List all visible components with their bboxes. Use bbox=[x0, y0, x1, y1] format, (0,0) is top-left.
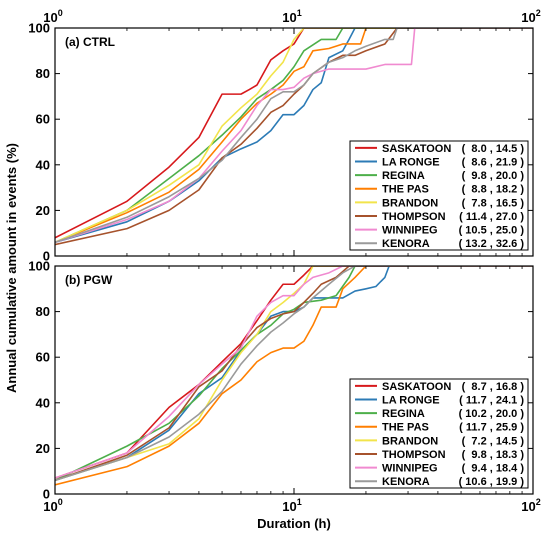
panel-pgw: 0 20 40 60 80 100 100 101 102 (b) PGW SASKATOON ( 8… bbox=[28, 259, 540, 515]
series-line-la-ronge bbox=[55, 28, 533, 244]
x-tick-label: 101 bbox=[282, 8, 301, 25]
legend-label: REGINA bbox=[382, 170, 425, 182]
legend-label: KENORA bbox=[382, 238, 430, 250]
panel-label: (a) CTRL bbox=[65, 35, 115, 49]
series-line-brandon bbox=[55, 28, 533, 244]
legend-stats: ( 8.7 , 16.8 ) bbox=[462, 381, 525, 393]
x-axis-title: Duration (h) bbox=[257, 516, 331, 531]
legend-stats: ( 8.8 , 18.2 ) bbox=[462, 184, 525, 196]
legend-label: THE PAS bbox=[382, 422, 429, 434]
y-tick-label: 80 bbox=[36, 66, 50, 81]
y-tick-label: 100 bbox=[28, 259, 50, 274]
series-line-saskatoon bbox=[55, 28, 533, 239]
series-line-kenora bbox=[55, 266, 533, 482]
series-line-thompson bbox=[55, 28, 533, 246]
legend-label: LA RONGE bbox=[382, 394, 440, 406]
x-tick-label: 100 bbox=[43, 497, 62, 514]
legend-label: WINNIPEG bbox=[382, 225, 438, 237]
legend-label: REGINA bbox=[382, 408, 425, 420]
legend-stats: ( 11.7 , 24.1 ) bbox=[459, 394, 524, 406]
x-tick-label: 100 bbox=[43, 8, 62, 25]
legend-box bbox=[349, 140, 529, 251]
legend-label: BRANDON bbox=[382, 435, 438, 447]
y-tick-label: 80 bbox=[36, 304, 50, 319]
legend-stats: ( 10.5 , 25.0 ) bbox=[459, 225, 525, 237]
series-line-winnipeg bbox=[55, 266, 533, 479]
series-lines bbox=[55, 266, 533, 486]
y-tick-label: 60 bbox=[36, 350, 50, 365]
legend-stats: ( 9.8 , 18.3 ) bbox=[462, 449, 525, 461]
series-lines bbox=[55, 28, 533, 246]
x-tick-label: 102 bbox=[521, 8, 540, 25]
legend-label: SASKATOON bbox=[382, 381, 451, 393]
series-line-kenora bbox=[55, 28, 533, 244]
series-line-saskatoon bbox=[55, 266, 533, 479]
y-tick-label: 20 bbox=[36, 441, 50, 456]
legend-stats: ( 10.2 , 20.0 ) bbox=[459, 408, 525, 420]
series-line-thompson bbox=[55, 266, 533, 482]
legend: SASKATOON ( 8.0 , 14.5 ) LA RONGE ( 8.6 , 2… bbox=[349, 140, 529, 251]
y-tick-label: 100 bbox=[28, 21, 50, 36]
legend-stats: ( 8.6 , 21.9 ) bbox=[462, 156, 525, 168]
legend-stats: ( 11.7 , 25.9 ) bbox=[459, 422, 524, 434]
y-tick-label: 40 bbox=[36, 395, 50, 410]
legend-box bbox=[349, 378, 529, 489]
legend-label: THOMPSON bbox=[382, 449, 446, 461]
legend-label: THOMPSON bbox=[382, 211, 446, 223]
y-tick-label: 0 bbox=[43, 487, 50, 502]
legend-stats: ( 8.0 , 14.5 ) bbox=[462, 143, 525, 155]
panel-label: (b) PGW bbox=[65, 273, 113, 287]
series-line-the-pas bbox=[55, 266, 533, 486]
legend-label: SASKATOON bbox=[382, 143, 451, 155]
x-tick-label: 101 bbox=[282, 497, 301, 514]
legend-stats: ( 7.2 , 14.5 ) bbox=[462, 435, 525, 447]
legend-label: BRANDON bbox=[382, 197, 438, 209]
legend-stats: ( 10.6 , 19.9 ) bbox=[459, 476, 525, 488]
legend-label: LA RONGE bbox=[382, 156, 440, 168]
legend-label: KENORA bbox=[382, 476, 430, 488]
legend-stats: ( 9.4 , 18.4 ) bbox=[462, 463, 525, 475]
y-tick-label: 20 bbox=[36, 203, 50, 218]
y-tick-label: 40 bbox=[36, 157, 50, 172]
legend-stats: ( 13.2 , 32.6 ) bbox=[459, 238, 525, 250]
legend-label: THE PAS bbox=[382, 184, 429, 196]
y-tick-label: 60 bbox=[36, 112, 50, 127]
series-line-the-pas bbox=[55, 28, 533, 244]
series-line-regina bbox=[55, 266, 533, 482]
legend-stats: ( 11.4 , 27.0 ) bbox=[459, 211, 524, 223]
x-tick-label: 102 bbox=[521, 497, 540, 514]
legend-stats: ( 9.8 , 20.0 ) bbox=[462, 170, 525, 182]
y-axis-title: Annual cumulative amount in events (%) bbox=[4, 143, 19, 393]
y-tick-label: 0 bbox=[43, 249, 50, 264]
legend: SASKATOON ( 8.7 , 16.8 ) LA RONGE ( 11.7 , … bbox=[349, 378, 529, 489]
legend-stats: ( 7.8 , 16.5 ) bbox=[462, 197, 525, 209]
legend-label: WINNIPEG bbox=[382, 463, 438, 475]
